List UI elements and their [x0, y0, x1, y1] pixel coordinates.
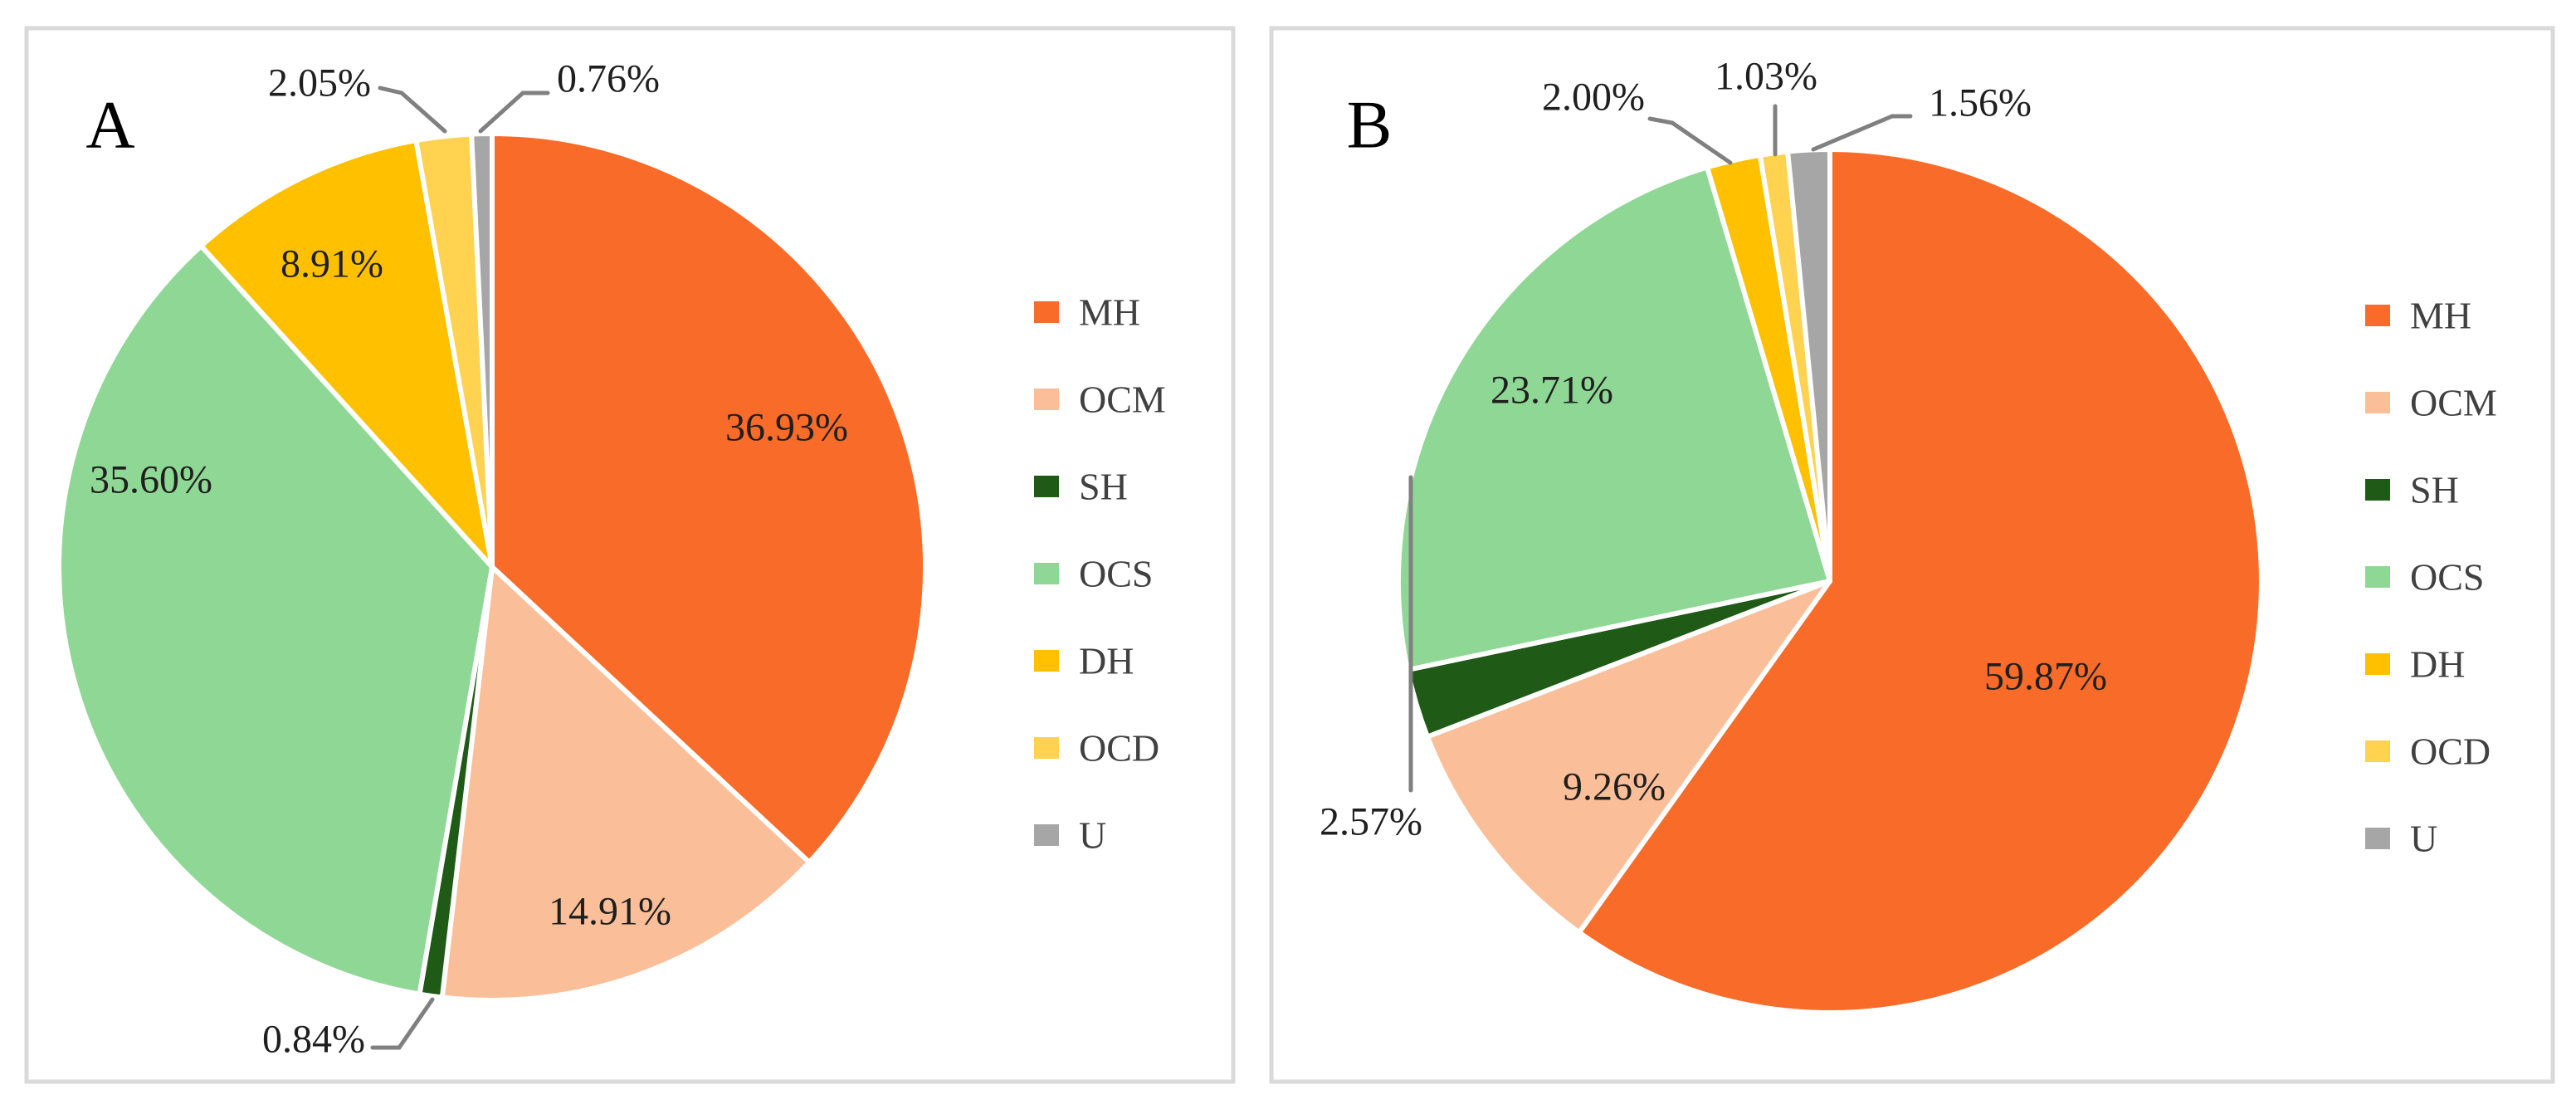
legend-a-label-ocs: OCS	[1079, 553, 1153, 595]
legend-a-item-ocs: OCS	[1034, 553, 1153, 595]
legend-b-label-mh: MH	[2410, 295, 2471, 337]
legend-a-item-mh: MH	[1034, 291, 1140, 334]
pie-a-slice-ocs	[56, 243, 495, 997]
legend-b: MH OCM SH OCS DH OCD U	[2365, 295, 2497, 860]
legend-a-item-u: U	[1034, 814, 1106, 857]
pie-b-label-u: 1.56%	[1929, 81, 2032, 125]
pie-b-slice-ocs	[1396, 164, 1832, 672]
pie-a-label-ocd: 2.05%	[268, 61, 371, 105]
pie-a-labels: 36.93% 14.91% 0.84% 35.60% 8.91% 2.05% 0.76%	[90, 57, 848, 1062]
pie-a-leader-u	[478, 90, 550, 134]
legend-a-label-dh: DH	[1079, 640, 1134, 682]
legend-b-label-sh: SH	[2410, 469, 2459, 511]
pie-b-slice-ocm	[1425, 579, 1832, 936]
legend-a-swatch-sh-icon	[1034, 476, 1059, 497]
legend-b-swatch-dh-icon	[2365, 653, 2390, 675]
legend-a-item-ocd: OCD	[1034, 727, 1159, 770]
pie-a-leader-sh	[370, 997, 435, 1050]
pie-b-leader-dh	[1647, 116, 1733, 165]
legend-b-item-ocm: OCM	[2365, 382, 2497, 424]
pie-b-label-dh: 2.00%	[1542, 76, 1645, 120]
pie-a-slice-mh	[490, 131, 929, 865]
legend-b-label-dh: DH	[2410, 643, 2465, 686]
legend-a-swatch-ocd-icon	[1034, 737, 1059, 759]
legend-b-item-sh: SH	[2365, 469, 2459, 511]
legend-b-label-ocm: OCM	[2410, 382, 2497, 424]
legend-b-item-u: U	[2365, 818, 2437, 860]
legend-b-swatch-u-icon	[2365, 828, 2390, 849]
pie-b-leader-u	[1811, 114, 1913, 152]
pie-a-label-dh: 8.91%	[281, 242, 383, 286]
pie-a-leaders	[370, 86, 550, 1050]
legend-a-swatch-dh-icon	[1034, 650, 1059, 672]
panel-a-letter: A	[85, 87, 134, 163]
legend-a-item-ocm: OCM	[1034, 379, 1166, 421]
legend-a-swatch-mh-icon	[1034, 301, 1059, 323]
panel-b-letter: B	[1347, 87, 1393, 163]
legend-a-item-sh: SH	[1034, 466, 1128, 508]
pie-b-label-sh: 2.57%	[1320, 800, 1422, 844]
pie-b-label-ocd: 1.03%	[1715, 55, 1817, 99]
legend-a-swatch-u-icon	[1034, 824, 1059, 846]
legend-a-label-mh: MH	[1079, 291, 1140, 334]
legend-a-label-ocd: OCD	[1079, 727, 1159, 770]
legend-b-label-u: U	[2410, 818, 2437, 860]
legend-a-swatch-ocs-icon	[1034, 563, 1059, 584]
legend-b-item-ocs: OCS	[2365, 556, 2484, 599]
pie-b-label-ocm: 9.26%	[1563, 765, 1666, 809]
legend-b-item-ocd: OCD	[2365, 731, 2491, 773]
legend-b-item-mh: MH	[2365, 295, 2471, 337]
legend-a-label-u: U	[1079, 814, 1106, 857]
legend-b-label-ocd: OCD	[2410, 731, 2491, 773]
pie-a-slice-dh	[198, 138, 495, 569]
legend-a-swatch-ocm-icon	[1034, 388, 1059, 410]
pie-a-slice-u	[469, 131, 495, 569]
legend-b-swatch-sh-icon	[2365, 479, 2390, 501]
pie-b-label-ocs: 23.71%	[1490, 369, 1613, 413]
legend-a-label-ocm: OCM	[1079, 379, 1166, 421]
legend-b-swatch-mh-icon	[2365, 305, 2390, 326]
pie-a-label-mh: 36.93%	[725, 406, 848, 450]
legend-b-swatch-ocs-icon	[2365, 566, 2390, 588]
pie-b-label-mh: 59.87%	[1984, 655, 2107, 699]
pie-a-leader-ocd	[378, 86, 447, 134]
legend-b-swatch-ocd-icon	[2365, 740, 2390, 762]
pie-b-slices	[1396, 147, 2264, 1015]
pie-a-label-sh: 0.84%	[262, 1018, 365, 1062]
pie-a-label-u: 0.76%	[557, 57, 660, 101]
pie-a-slices	[56, 131, 929, 1003]
pie-b-leaders	[1408, 104, 1913, 793]
legend-b-swatch-ocm-icon	[2365, 392, 2390, 413]
pie-a-label-ocm: 14.91%	[549, 890, 671, 934]
pie-a-label-ocs: 35.60%	[90, 458, 212, 502]
legend-a-label-sh: SH	[1079, 466, 1128, 508]
pie-b-slice-mh	[1576, 147, 2264, 1015]
pie-b-labels: 59.87% 9.26% 2.57% 23.71% 2.00% 1.03% 1.56%	[1320, 55, 2107, 844]
legend-b-item-dh: DH	[2365, 643, 2465, 686]
legend-b-label-ocs: OCS	[2410, 556, 2484, 599]
legend-a-item-dh: DH	[1034, 640, 1134, 682]
pie-a-slice-ocm	[439, 564, 812, 1003]
pie-b-slice-u	[1785, 147, 1832, 584]
legend-a: MH OCM SH OCS DH OCD U	[1034, 291, 1166, 857]
